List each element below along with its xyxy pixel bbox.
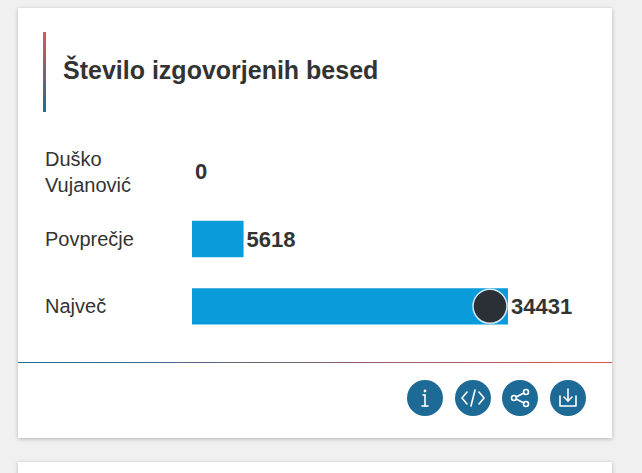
svg-text:DuškoVujanović: DuškoVujanović [45, 148, 131, 196]
svg-text:Povprečje: Povprečje [45, 228, 134, 250]
svg-text:34431: 34431 [511, 294, 572, 319]
svg-text:Največ: Največ [45, 295, 106, 317]
html-text:Število izgovorjenih besed: Število izgovorjenih besed [63, 56, 379, 84]
svg-text:5618: 5618 [247, 227, 296, 252]
svg-text:0: 0 [195, 159, 207, 184]
